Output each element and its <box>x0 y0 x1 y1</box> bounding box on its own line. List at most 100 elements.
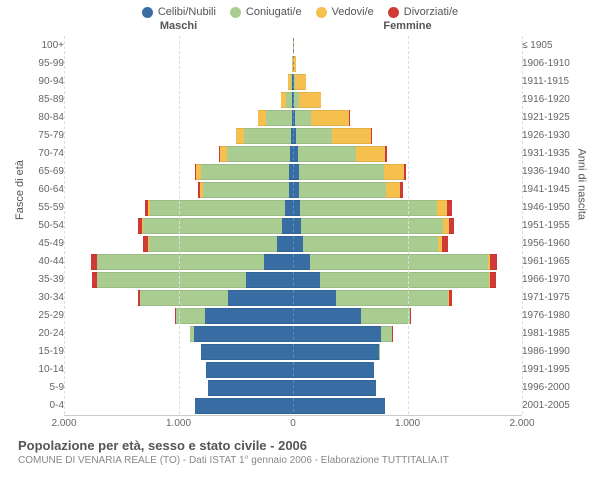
bar-segment <box>293 380 376 396</box>
birth-year-label: 1941-1945 <box>518 184 580 195</box>
bar-segment <box>203 182 289 198</box>
bar-segment <box>293 92 294 108</box>
bar-segment <box>206 362 293 378</box>
x-tick: 2.000 <box>509 418 534 429</box>
x-tick: 1.000 <box>166 418 191 429</box>
male-bar <box>68 362 293 376</box>
bar-segment <box>201 164 289 180</box>
male-bar <box>68 182 293 196</box>
age-label: 65-69 <box>20 166 68 177</box>
bar-segment <box>400 182 403 198</box>
birth-year-label: 1996-2000 <box>518 382 580 393</box>
bar-segment <box>208 380 294 396</box>
bar-area <box>68 110 518 124</box>
age-row: 55-591946-1950 <box>20 198 580 216</box>
bar-segment <box>293 38 294 54</box>
legend-item: Coniugati/e <box>230 6 302 18</box>
bar-segment <box>361 308 411 324</box>
age-row: 85-891916-1920 <box>20 90 580 108</box>
bar-segment <box>293 326 381 342</box>
x-axis: 2.0001.00001.0002.000 <box>20 414 580 430</box>
male-bar <box>68 164 293 178</box>
bar-segment <box>149 236 277 252</box>
bar-segment <box>97 254 264 270</box>
bar-area <box>68 218 518 232</box>
bar-segment <box>282 218 293 234</box>
birth-year-label: 1926-1930 <box>518 130 580 141</box>
bar-segment <box>298 146 357 162</box>
birth-year-label: 1931-1935 <box>518 148 580 159</box>
bar-segment <box>490 272 496 288</box>
female-bar <box>293 38 518 52</box>
bar-segment <box>293 236 303 252</box>
chart-rows: 100+≤ 190595-991906-191090-941911-191585… <box>20 36 580 414</box>
age-label: 55-59 <box>20 202 68 213</box>
age-row: 80-841921-1925 <box>20 108 580 126</box>
bar-segment <box>386 182 400 198</box>
female-bar <box>293 110 518 124</box>
age-label: 95-99 <box>20 58 68 69</box>
bar-segment <box>292 92 293 108</box>
female-bar <box>293 146 518 160</box>
bar-segment <box>332 128 370 144</box>
bar-segment <box>300 200 437 216</box>
female-bar <box>293 218 518 232</box>
age-row: 5-91996-2000 <box>20 378 580 396</box>
female-bar <box>293 308 518 322</box>
male-bar <box>68 128 293 142</box>
female-bar <box>293 56 518 70</box>
female-bar <box>293 254 518 268</box>
bar-segment <box>195 398 293 414</box>
bar-segment <box>292 110 293 126</box>
bar-segment <box>379 344 380 360</box>
bar-segment <box>295 74 306 90</box>
bar-segment <box>442 236 448 252</box>
bar-segment <box>295 110 311 126</box>
bar-segment <box>299 182 387 198</box>
bar-segment <box>293 308 361 324</box>
male-bar <box>68 380 293 394</box>
bar-segment <box>449 290 452 306</box>
male-bar <box>68 92 293 106</box>
bar-segment <box>292 74 293 90</box>
age-row: 45-491956-1960 <box>20 234 580 252</box>
birth-year-label: 1986-1990 <box>518 346 580 357</box>
bar-area <box>68 254 518 268</box>
legend-item: Divorziati/e <box>388 6 458 18</box>
age-label: 20-24 <box>20 328 68 339</box>
age-label: 0-4 <box>20 400 68 411</box>
x-tick: 0 <box>290 418 296 429</box>
age-row: 100+≤ 1905 <box>20 36 580 54</box>
age-row: 50-541951-1955 <box>20 216 580 234</box>
male-bar <box>68 308 293 322</box>
birth-year-label: 1921-1925 <box>518 112 580 123</box>
bar-segment <box>244 128 291 144</box>
bar-segment <box>285 200 293 216</box>
female-bar <box>293 398 518 412</box>
female-bar <box>293 236 518 250</box>
birth-year-label: 1911-1915 <box>518 76 580 87</box>
bar-segment <box>290 146 293 162</box>
age-label: 60-64 <box>20 184 68 195</box>
female-bar <box>293 200 518 214</box>
bar-segment <box>311 110 349 126</box>
bar-area <box>68 74 518 88</box>
bar-segment <box>299 164 383 180</box>
female-bar <box>293 74 518 88</box>
x-tick: 1.000 <box>395 418 420 429</box>
age-row: 60-64 1941-1945 <box>20 180 580 198</box>
male-bar <box>68 398 293 412</box>
age-row: 65-691936-1940 <box>20 162 580 180</box>
bar-segment <box>356 146 385 162</box>
bar-segment <box>381 326 392 342</box>
bar-area <box>68 326 518 340</box>
legend-item: Vedovi/e <box>316 6 374 18</box>
birth-year-label: 1981-1985 <box>518 328 580 339</box>
bar-area <box>68 236 518 250</box>
bar-segment <box>410 308 411 324</box>
bar-area <box>68 290 518 304</box>
bar-segment <box>236 128 244 144</box>
age-row: 95-991906-1910 <box>20 54 580 72</box>
bar-area <box>68 128 518 142</box>
age-row: 90-941911-1915 <box>20 72 580 90</box>
